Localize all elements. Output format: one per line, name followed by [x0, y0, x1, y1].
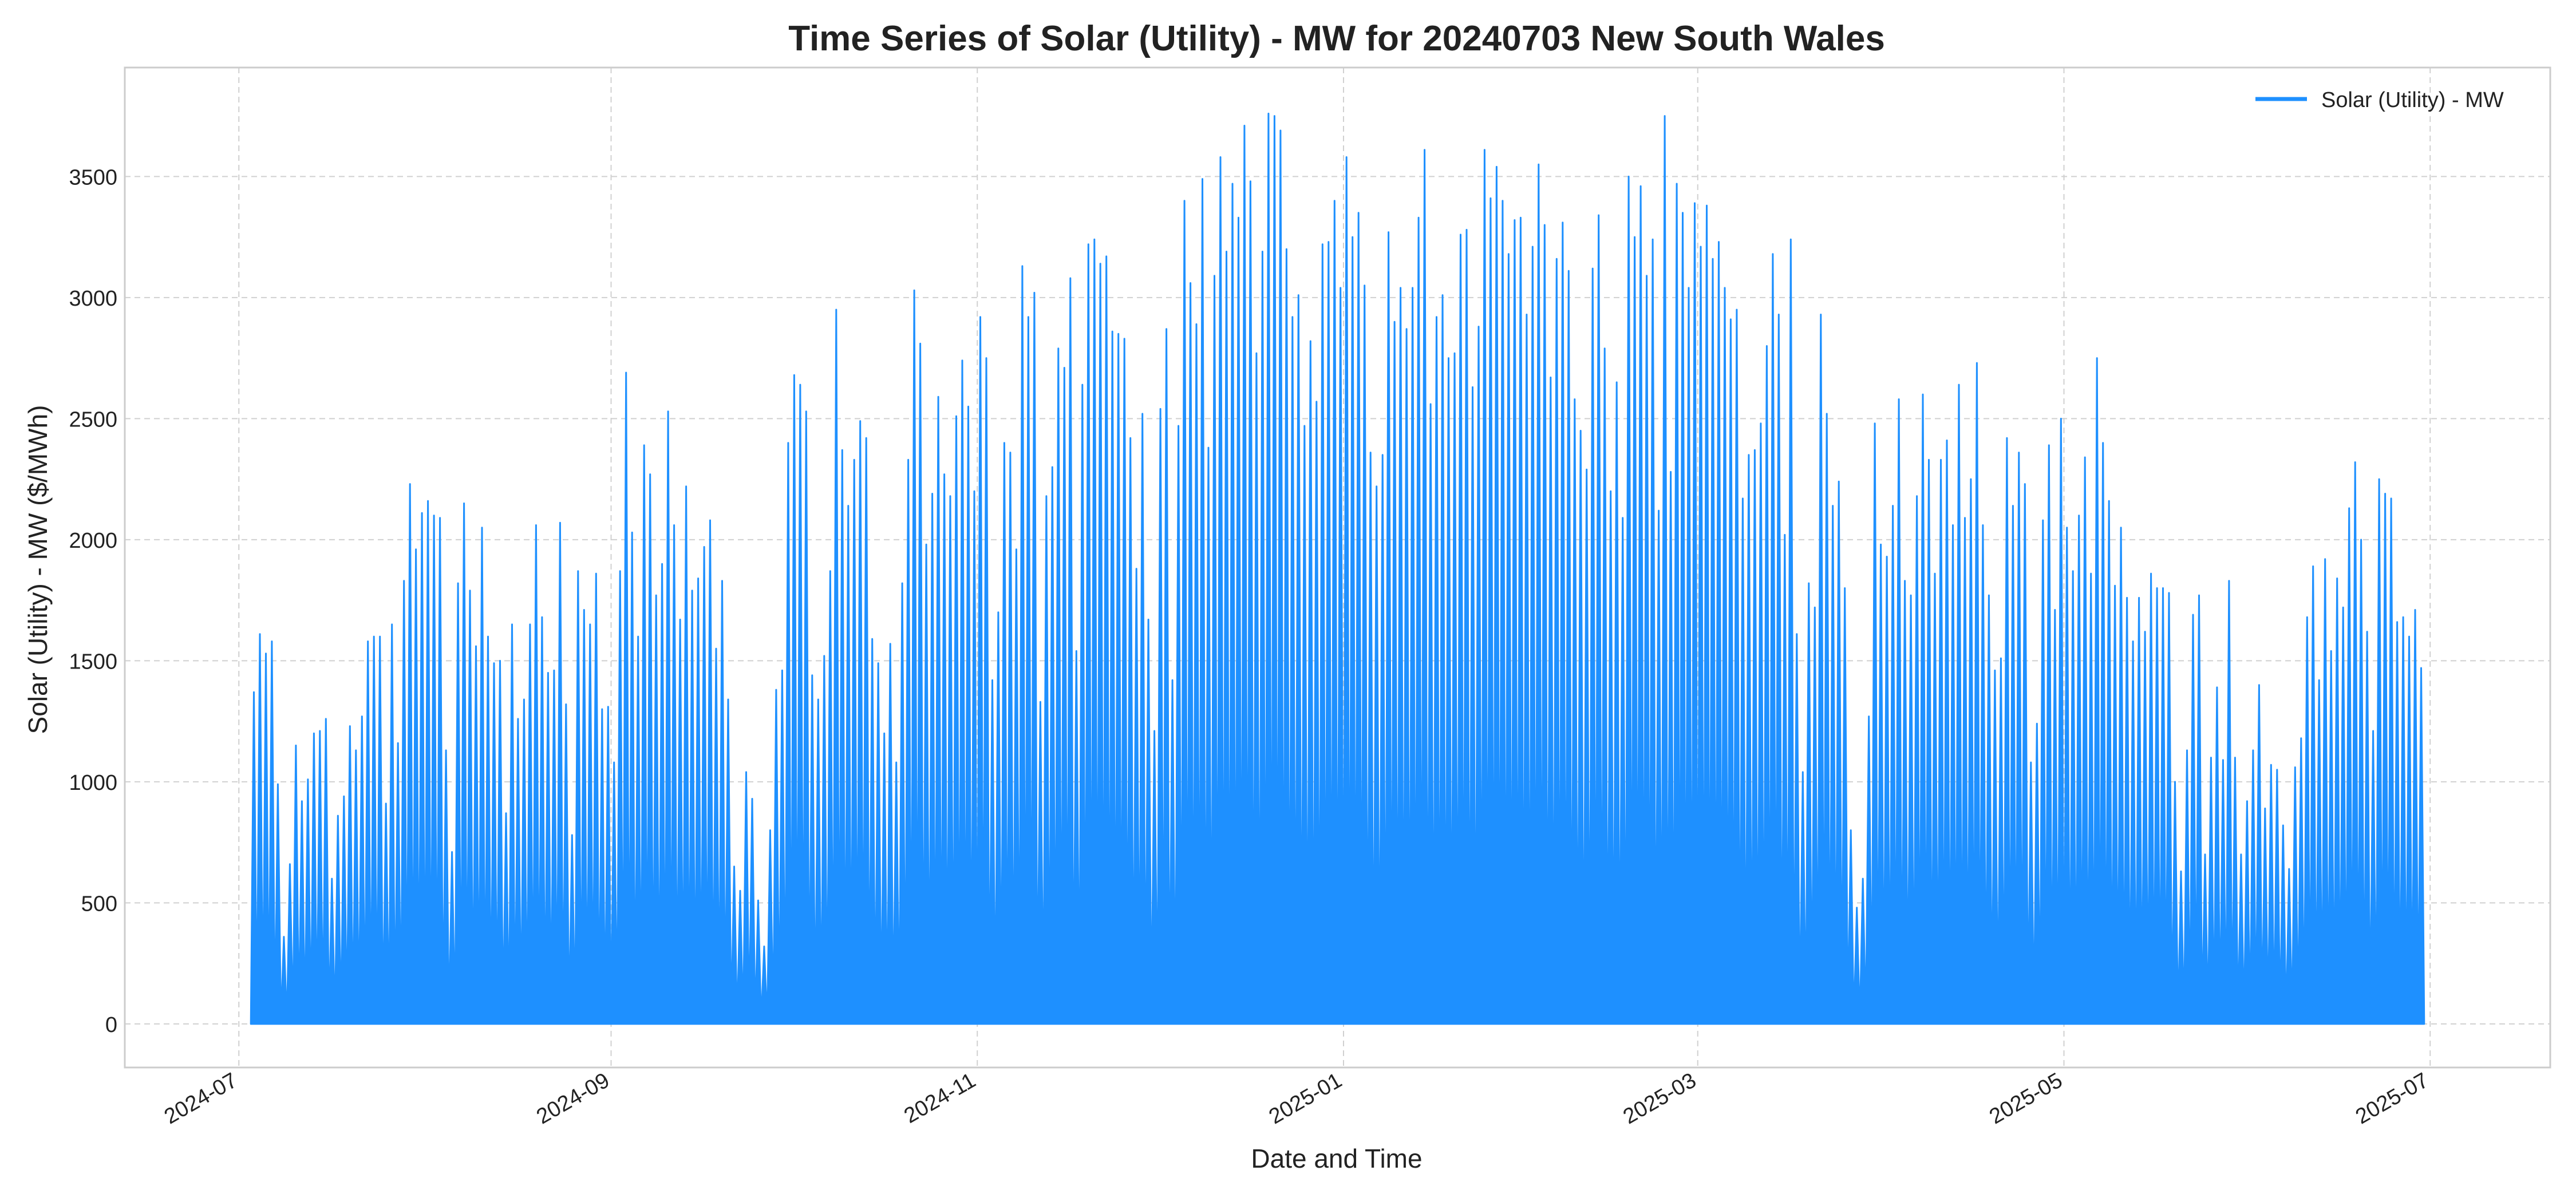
y-tick-label: 500 — [81, 892, 117, 916]
series-layer — [250, 112, 2425, 1025]
y-tick-label: 2000 — [69, 529, 117, 553]
y-tick-label: 3000 — [69, 287, 117, 311]
y-tick-label: 3500 — [69, 165, 117, 189]
y-tick-label: 0 — [105, 1013, 117, 1037]
plot-frame — [124, 66, 2551, 1069]
x-axis-label: Date and Time — [1251, 1144, 1422, 1173]
y-axis-label: Solar (Utility) - MW ($/MWh) — [23, 405, 53, 734]
chart-title: Time Series of Solar (Utility) - MW for … — [788, 19, 1885, 58]
y-tick-label: 1000 — [69, 771, 117, 795]
y-axis-ticks: 0 500 1000 1500 2000 2500 3000 3500 — [69, 165, 117, 1037]
legend-label: Solar (Utility) - MW — [2321, 88, 2504, 112]
series-area — [250, 112, 2425, 1025]
y-tick-label: 2500 — [69, 408, 117, 432]
y-tick-label: 1500 — [69, 650, 117, 674]
legend: Solar (Utility) - MW — [2255, 88, 2504, 112]
